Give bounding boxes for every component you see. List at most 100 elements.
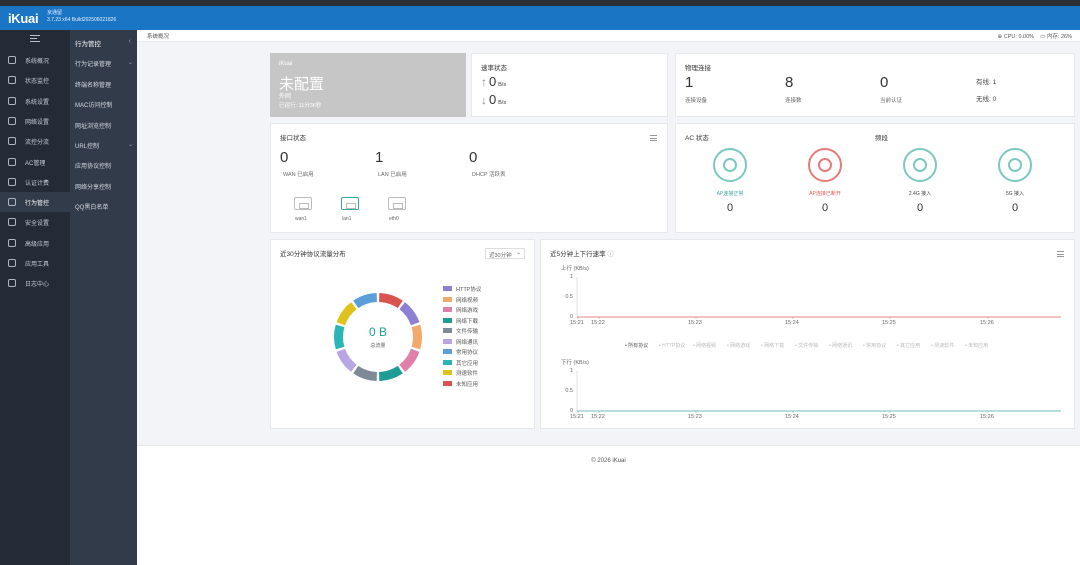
- protocol-legend-item[interactable]: • 网络视频: [693, 342, 716, 349]
- sidebar-item-7[interactable]: 行为管控: [0, 192, 70, 213]
- up-rate-value: 0: [488, 74, 497, 89]
- x-tick-label: 15:23: [688, 320, 702, 326]
- download-axis-label: 下行 (KB/s): [561, 358, 589, 366]
- sidebar-item-5[interactable]: AC管理: [0, 152, 70, 172]
- flow-icon: [8, 137, 16, 146]
- legend-label: 网络视频: [456, 297, 479, 304]
- sidebar-item-9[interactable]: 高级应用: [0, 233, 70, 253]
- chevron-down-icon: ⌄: [127, 60, 133, 66]
- menu-icon[interactable]: [1057, 251, 1064, 257]
- sidebar-item-label: AC管理: [25, 160, 46, 167]
- sub-item-label: 应用协议控制: [75, 164, 112, 170]
- sidebar-item-11[interactable]: 日志中心: [0, 273, 70, 293]
- sub-sidebar-title: 行为管控: [75, 41, 101, 48]
- donut-segment: [379, 365, 403, 381]
- protocol-legend-item[interactable]: • 文件传输: [795, 342, 818, 349]
- legend-swatch: [443, 286, 452, 291]
- ac-item-label: AP连接已断开: [809, 191, 841, 197]
- legend-label: 其它应用: [456, 360, 479, 367]
- ac-item-value: 0: [726, 202, 734, 214]
- sub-sidebar-item-2[interactable]: MAC访问控制: [75, 100, 133, 109]
- protocol-legend-item[interactable]: • 常用协议: [863, 342, 886, 349]
- sidebar-item-label: 网络设置: [25, 119, 50, 126]
- collapse-menu-icon[interactable]: [30, 35, 40, 44]
- sub-sidebar-item-0[interactable]: 行为记录管理 ⌄: [75, 59, 133, 68]
- x-tick-label: 15:22: [591, 414, 605, 420]
- port-icon[interactable]: [341, 197, 359, 210]
- protocol-legend-item[interactable]: • 网络下载: [761, 342, 784, 349]
- protocol-legend-item[interactable]: • 测速软件: [931, 342, 954, 349]
- device-uptime: 已运行: 11分36秒: [279, 103, 322, 109]
- ac-item-label: 2.4G 接入: [908, 191, 932, 197]
- x-tick-label: 15:24: [785, 320, 799, 326]
- iface-stat-value: 0: [280, 149, 289, 166]
- rate-chart-card: 近5分钟上下行速率 ⓘ 上行 (KB/s) 下行 (KB/s) • 所有协议 • …: [540, 239, 1075, 429]
- legend-dot: •: [897, 343, 901, 349]
- breadcrumb-bar: 系统概况 ⊕ CPU: 0.00% ▭ 内存: 26%: [137, 30, 1080, 42]
- sidebar-item-3[interactable]: 网络设置: [0, 111, 70, 131]
- menu-icon[interactable]: [650, 135, 657, 141]
- time-range-select[interactable]: 近30分钟 ⌄: [485, 248, 525, 259]
- phys-stat-label: 连接数: [785, 98, 802, 104]
- y-tick-label: 0: [569, 408, 573, 414]
- sidebar-item-0[interactable]: 系统概况: [0, 50, 70, 70]
- auth-icon: [8, 177, 16, 186]
- band-title: 频段: [875, 135, 888, 142]
- protocol-label: 常用协议: [866, 343, 887, 349]
- monitor-icon: [8, 76, 16, 85]
- x-tick-label: 15:25: [882, 320, 896, 326]
- down-rate-value: 0: [488, 92, 497, 107]
- chevron-left-icon[interactable]: ‹: [128, 38, 131, 45]
- port-label: lan1: [342, 216, 352, 222]
- legend-dot: •: [863, 343, 867, 349]
- protocol-label: 文件传输: [798, 343, 819, 349]
- sub-sidebar-item-7[interactable]: QQ黑白名单: [75, 202, 133, 211]
- sub-sidebar-item-1[interactable]: 终端名称管理: [75, 80, 133, 89]
- sidebar-item-8[interactable]: 安全设置: [0, 212, 70, 232]
- legend-label: 网络下载: [456, 318, 479, 325]
- protocol-legend-item[interactable]: • 其它应用: [897, 342, 920, 349]
- protocol-label: HTTP协议: [662, 343, 686, 349]
- rate-card-title: 速率状态: [481, 65, 507, 72]
- port-icon[interactable]: [294, 197, 312, 210]
- protocol-legend-item[interactable]: • 所有协议: [625, 342, 648, 349]
- iface-stat-value: 0: [469, 149, 478, 166]
- x-tick-label: 15:26: [980, 320, 994, 326]
- sidebar-item-label: 系统概况: [25, 59, 50, 65]
- memory-icon: ▭: [1040, 34, 1046, 40]
- sub-item-label: URL控制: [75, 144, 100, 150]
- sidebar-item-1[interactable]: 状态监控: [0, 70, 70, 90]
- sidebar-item-4[interactable]: 流控分流: [0, 131, 70, 151]
- protocol-legend-item[interactable]: • 网络通讯: [829, 342, 852, 349]
- protocol-legend-item[interactable]: • 网络游戏: [727, 342, 750, 349]
- protocol-legend-item[interactable]: • 未知应用: [965, 342, 988, 349]
- sidebar-item-6[interactable]: 认证计费: [0, 172, 70, 192]
- donut-segment: [353, 365, 377, 381]
- sub-sidebar-item-3[interactable]: 网址浏览控制: [75, 121, 133, 130]
- legend-dot: •: [761, 343, 765, 349]
- port-icon[interactable]: [388, 197, 406, 210]
- phys-card-title: 物理连接: [685, 65, 711, 72]
- ac-icon: [8, 157, 16, 166]
- protocol-legend-item[interactable]: • HTTP协议: [659, 342, 685, 349]
- legend-swatch: [443, 296, 452, 302]
- up-arrow-icon: ↑: [481, 75, 487, 89]
- sub-sidebar-item-4[interactable]: URL控制 ⌄: [75, 141, 133, 150]
- legend-label: 网络游戏: [456, 308, 479, 314]
- memory-usage: 内存: 26%: [1046, 34, 1072, 40]
- down-rate-unit: B/s: [498, 100, 507, 106]
- donut-segment: [411, 324, 423, 350]
- log-icon: [8, 279, 16, 288]
- legend-dot: •: [659, 343, 663, 349]
- sub-sidebar-item-6[interactable]: 网络分享控制: [75, 182, 133, 191]
- help-icon[interactable]: ⓘ: [607, 251, 614, 258]
- ap-icon: [808, 148, 842, 182]
- sidebar-item-2[interactable]: 系统设置: [0, 91, 70, 111]
- ac-item-value: 0: [916, 202, 924, 214]
- advanced-icon: [8, 238, 16, 247]
- legend-swatch: [443, 307, 452, 312]
- sidebar-item-10[interactable]: 应用工具: [0, 253, 70, 273]
- sub-sidebar-item-5[interactable]: 应用协议控制: [75, 161, 133, 170]
- sub-item-label: 网址浏览控制: [75, 124, 112, 130]
- physical-connection-card: 物理连接 1 连接设备 8 连接数 0 当前认证 有线: 1 无线: 0: [675, 53, 1075, 117]
